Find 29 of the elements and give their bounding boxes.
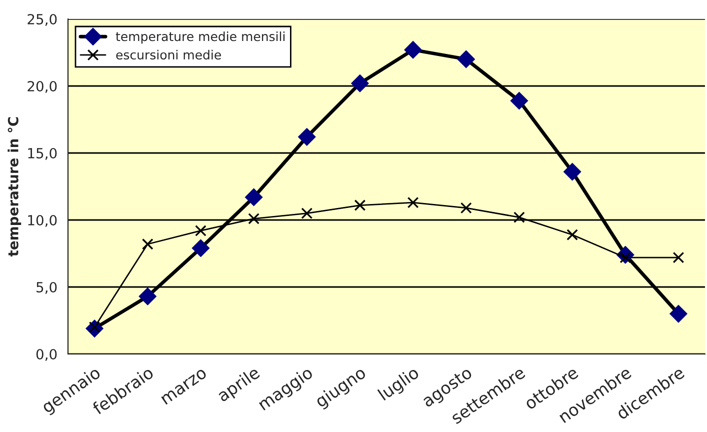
- y-tick-label: 15,0: [28, 148, 57, 160]
- point: [514, 212, 525, 224]
- y-tick-label: 0,0: [36, 348, 57, 361]
- y-tick-label: 25,0: [28, 14, 57, 26]
- point: [672, 252, 684, 264]
- y-tick-label: 10,0: [28, 214, 57, 227]
- point: [510, 92, 528, 110]
- y-axis-title: temperature in °C: [8, 117, 22, 256]
- point: [248, 212, 260, 224]
- y-tick-label: 20,0: [28, 80, 57, 93]
- point: [460, 202, 472, 214]
- point: [564, 163, 581, 180]
- point: [245, 188, 262, 206]
- point: [354, 200, 366, 211]
- legend-label: escursioni medie: [116, 50, 221, 60]
- point: [457, 50, 475, 68]
- point: [407, 196, 419, 208]
- point: [298, 128, 316, 146]
- y-tick-label: 5,0: [36, 282, 57, 294]
- point: [670, 305, 688, 322]
- point: [142, 238, 154, 250]
- point: [404, 41, 422, 59]
- legend-label: temperature medie mensili: [116, 32, 285, 44]
- point: [138, 288, 156, 306]
- point: [301, 208, 313, 219]
- point: [351, 74, 369, 92]
- point: [192, 239, 210, 257]
- point: [566, 229, 578, 240]
- point: [195, 225, 206, 236]
